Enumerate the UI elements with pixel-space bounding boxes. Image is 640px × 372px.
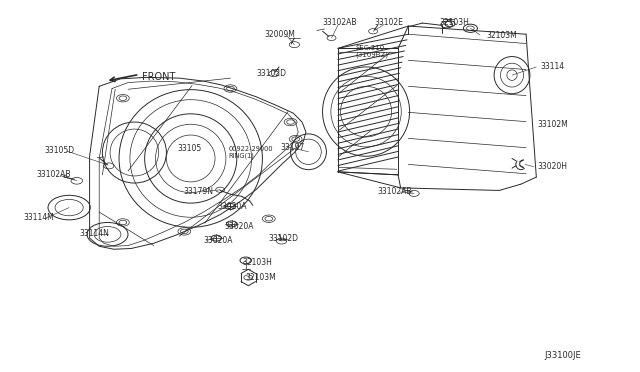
Text: 33102D: 33102D [257, 69, 286, 78]
Text: 32103M: 32103M [486, 31, 517, 40]
Text: 33102M: 33102M [538, 120, 568, 129]
Text: 33105D: 33105D [44, 146, 75, 155]
Text: 33114N: 33114N [80, 229, 109, 238]
Text: FRONT: FRONT [142, 73, 175, 82]
Text: 00922-29000
RING(1): 00922-29000 RING(1) [228, 146, 273, 159]
Text: 33102AB: 33102AB [378, 187, 412, 196]
Text: 32103M: 32103M [246, 273, 276, 282]
Text: 33020A: 33020A [218, 202, 247, 211]
Text: 32103H: 32103H [440, 18, 469, 27]
Text: 33105: 33105 [177, 144, 202, 153]
Text: 32103H: 32103H [242, 258, 272, 267]
Text: 33114M: 33114M [23, 214, 54, 222]
Text: 33197: 33197 [280, 143, 305, 152]
Text: 33114: 33114 [541, 62, 565, 71]
Text: 33020A: 33020A [225, 222, 254, 231]
Text: 32009M: 32009M [265, 30, 296, 39]
Text: 33102D: 33102D [269, 234, 298, 243]
Text: 33102E: 33102E [374, 18, 403, 27]
Text: 33102AB: 33102AB [36, 170, 71, 179]
Text: 33020H: 33020H [538, 162, 568, 171]
Text: SEC.310
(3109BZ): SEC.310 (3109BZ) [356, 45, 389, 58]
Text: 33020A: 33020A [204, 236, 233, 245]
Text: 33102AB: 33102AB [322, 18, 356, 27]
Text: J33100JE: J33100JE [545, 351, 582, 360]
Text: 33179N: 33179N [184, 187, 213, 196]
